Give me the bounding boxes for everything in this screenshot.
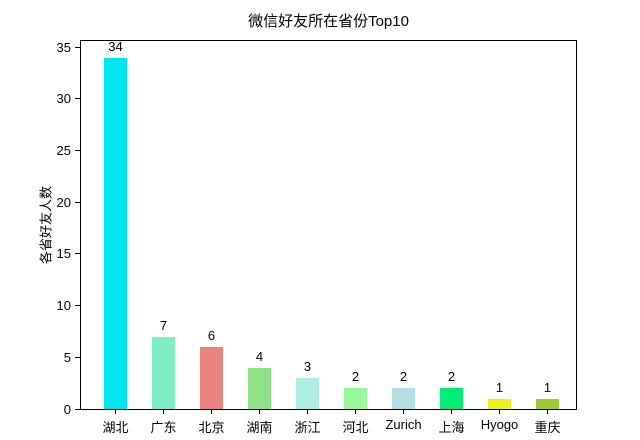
x-tick-label: 湖北 <box>102 420 129 435</box>
x-tick-label: 广东 <box>150 420 177 435</box>
bar-value-label: 3 <box>303 359 312 374</box>
x-tick-mark <box>499 410 500 414</box>
bar-value-label: 1 <box>495 379 504 395</box>
bar <box>296 378 319 409</box>
y-tick-label: 20 <box>56 194 71 210</box>
bar <box>104 57 127 409</box>
y-tick-label: 10 <box>56 298 71 314</box>
bar <box>200 347 223 409</box>
x-tick-mark <box>307 410 308 414</box>
y-tick-mark <box>75 408 80 410</box>
x-tick-mark <box>211 410 212 414</box>
x-tick-mark <box>403 410 404 414</box>
bar-value-label: 2 <box>351 369 360 385</box>
y-tick-mark <box>75 150 80 152</box>
y-tick-label: 0 <box>63 401 71 417</box>
x-tick-label: Hyogo <box>480 417 519 432</box>
bar <box>152 336 175 409</box>
bar <box>488 398 511 409</box>
y-tick-mark <box>75 46 80 48</box>
x-tick-label: 湖南 <box>246 420 273 435</box>
y-tick-mark <box>75 201 80 203</box>
x-tick-label: 河北 <box>342 420 369 435</box>
y-tick-label: 30 <box>56 91 71 107</box>
bar <box>344 388 367 409</box>
y-tick-label: 15 <box>56 246 71 262</box>
bar-value-label: 7 <box>159 317 168 333</box>
x-tick-label: 北京 <box>198 420 225 435</box>
bar-value-label: 34 <box>108 38 123 54</box>
x-tick-label: 浙江 <box>294 420 321 435</box>
bar-value-label: 2 <box>399 369 408 385</box>
y-tick-mark <box>75 356 80 358</box>
y-tick-mark <box>75 98 80 100</box>
x-tick-label: 上海 <box>438 420 465 435</box>
bar-value-label: 6 <box>207 328 216 343</box>
y-tick-mark <box>75 305 80 307</box>
bar <box>248 367 271 409</box>
y-tick-label: 35 <box>56 39 71 55</box>
x-tick-mark <box>355 410 356 414</box>
bar-value-label: 2 <box>447 369 456 385</box>
x-tick-mark <box>259 410 260 414</box>
chart-title: 微信好友所在省份Top10 <box>248 13 409 30</box>
x-tick-label: 重庆 <box>534 420 561 435</box>
x-tick-mark <box>547 410 548 414</box>
x-tick-mark <box>451 410 452 414</box>
y-tick-mark <box>75 253 80 255</box>
x-tick-mark <box>115 410 116 414</box>
bar-value-label: 1 <box>543 379 552 395</box>
bar <box>392 388 415 409</box>
x-tick-mark <box>163 410 164 414</box>
x-tick-label: Zurich <box>385 417 422 432</box>
y-tick-label: 5 <box>63 349 71 365</box>
bar <box>440 388 463 409</box>
bar <box>536 398 559 409</box>
bar-value-label: 4 <box>255 348 264 364</box>
y-tick-label: 25 <box>56 143 71 159</box>
plot-area: 34 7 6 4 3 2 2 2 1 1 <box>80 38 577 410</box>
